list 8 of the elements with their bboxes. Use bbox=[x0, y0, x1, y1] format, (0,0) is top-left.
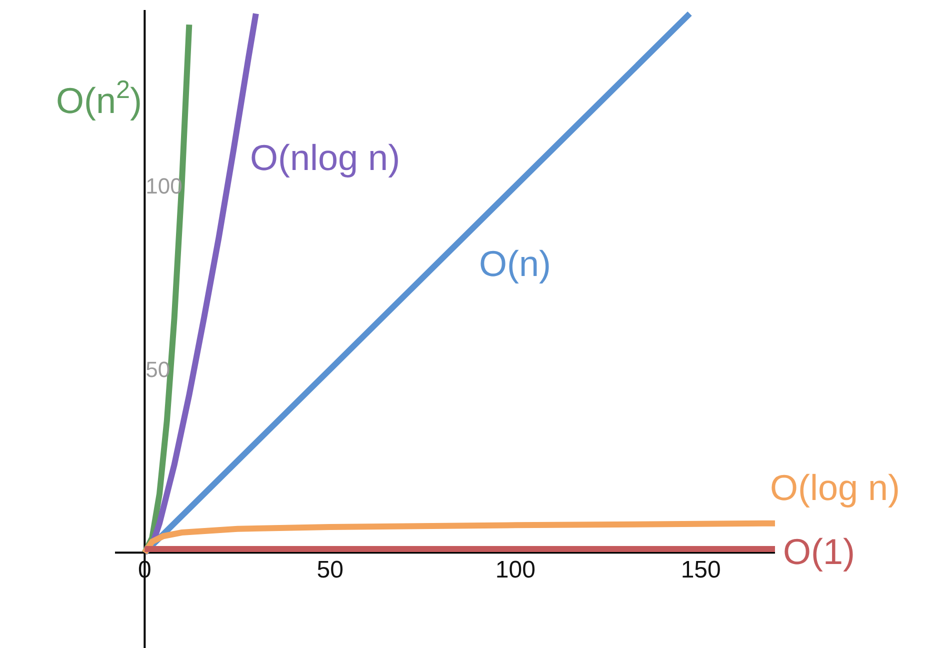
series-label: O(n) bbox=[479, 243, 551, 284]
series-label: O(1) bbox=[783, 531, 855, 572]
series-label: O(nlog n) bbox=[250, 137, 400, 178]
x-tick-label: 100 bbox=[495, 556, 536, 584]
series-label: O(n$^{2}$) bbox=[56, 76, 142, 122]
x-tick-label: 150 bbox=[680, 556, 721, 584]
series-label: O(log n) bbox=[770, 467, 900, 508]
x-tick-label: 50 bbox=[316, 556, 344, 584]
